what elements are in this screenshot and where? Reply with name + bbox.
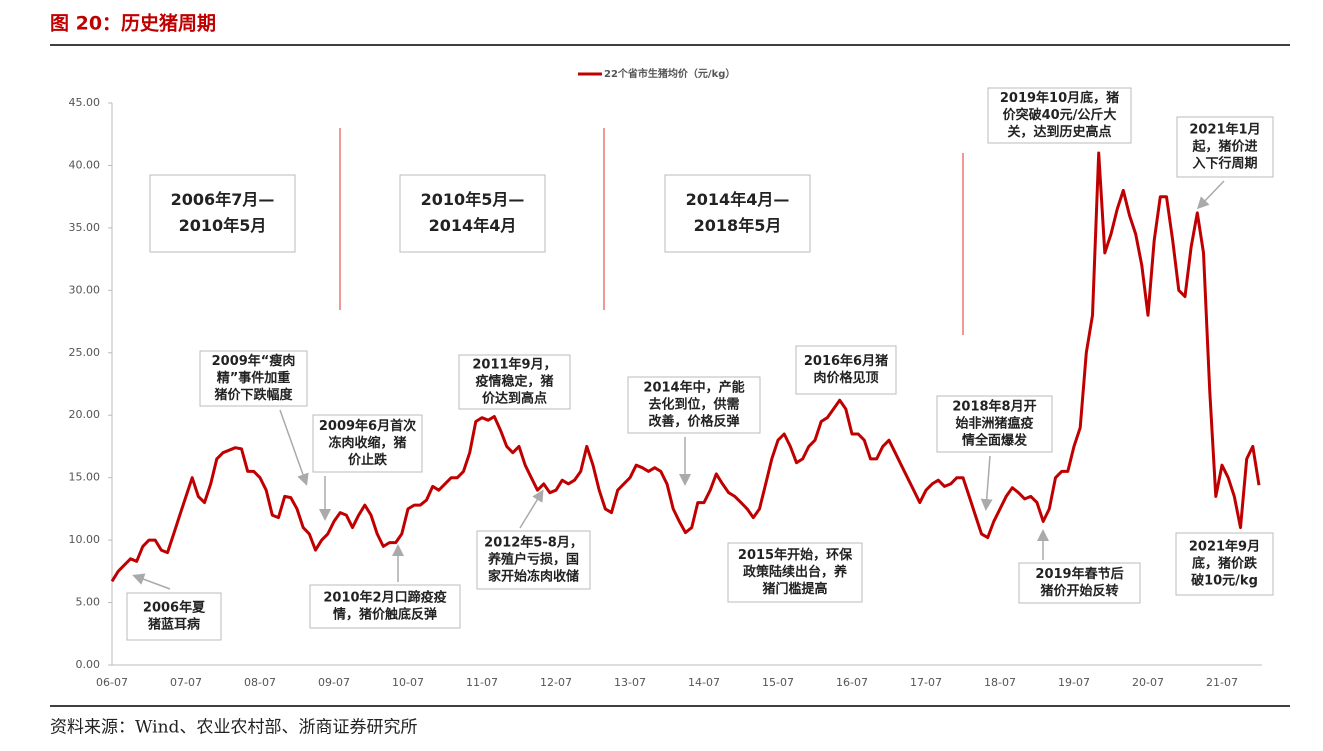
annotation-text: 情全面爆发 <box>962 433 1028 449</box>
annotation-text: 去化到位，供需 <box>648 397 739 413</box>
annotation-text: 价达到高点 <box>482 391 547 407</box>
x-tick-label: 16-07 <box>836 676 868 689</box>
y-tick-label: 45.00 <box>69 96 101 109</box>
annotation-text: 2006年7月— <box>171 190 275 209</box>
x-tick-label: 13-07 <box>614 676 646 689</box>
y-tick-label: 5.00 <box>76 596 101 609</box>
annotation-box <box>1176 116 1274 178</box>
annotation-box <box>126 592 222 641</box>
annotation-text: 猪蓝耳病 <box>147 617 200 633</box>
annotation-text: 冻肉收缩，猪 <box>328 435 406 451</box>
annotation-box <box>795 345 897 395</box>
annotation-box <box>727 542 863 603</box>
annotation-text: 养殖户亏损，国 <box>487 552 579 568</box>
annotation-text: 疫情稳定，猪 <box>475 374 553 390</box>
annotation-text: 肉价格见顶 <box>813 370 878 386</box>
annotation-box <box>149 174 296 253</box>
x-tick-label: 12-07 <box>540 676 572 689</box>
annotation-text: 猪价下跌幅度 <box>213 387 293 403</box>
price-line <box>110 151 1261 583</box>
annotation-text: 改善，价格反弹 <box>648 414 739 430</box>
annotation-text: 起，猪价进 <box>1191 139 1257 155</box>
annotation-box <box>1175 532 1274 596</box>
annotation-box <box>627 376 761 434</box>
annotation-text: 2010年2月口蹄疫疫 <box>323 590 446 606</box>
y-tick-label: 30.00 <box>69 283 101 296</box>
y-tick-label: 15.00 <box>69 471 101 484</box>
annotation-text: 2009年“瘦肉 <box>212 353 296 369</box>
x-tick-label: 10-07 <box>392 676 424 689</box>
annotation-text: 猪门槛提高 <box>761 581 827 597</box>
annotation-box <box>458 354 571 410</box>
annotation-box <box>936 395 1053 453</box>
y-tick-label: 0.00 <box>76 658 101 671</box>
annotation-box <box>399 174 546 253</box>
annotation-text: 2009年6月首次 <box>319 418 416 434</box>
annotation-box <box>664 174 811 253</box>
annotation-text: 破10元/kg <box>1191 573 1258 589</box>
annotation-arrow <box>1196 180 1225 210</box>
annotation-box <box>1018 562 1141 604</box>
annotation-text: 2018年5月 <box>694 216 782 235</box>
annotation-box <box>199 350 308 407</box>
x-tick-label: 20-07 <box>1132 676 1164 689</box>
annotation-arrow <box>519 489 544 529</box>
legend-label: 22个省市生猪均价（元/kg） <box>604 67 735 80</box>
annotation-text: 底，猪价跌 <box>1192 556 1258 572</box>
x-tick-label: 17-07 <box>910 676 942 689</box>
annotation-text: 2019年10月底，猪 <box>1000 90 1119 106</box>
annotation-text: 2021年1月 <box>1189 122 1260 138</box>
x-tick-label: 14-07 <box>688 676 720 689</box>
annotation-text: 价止跌 <box>348 452 388 468</box>
annotation-text: 2010年5月— <box>421 190 525 209</box>
y-tick-label: 20.00 <box>69 408 101 421</box>
x-tick-label: 08-07 <box>244 676 276 689</box>
annotation-box <box>476 530 591 590</box>
annotation-box <box>312 414 423 473</box>
annotation-text: 猪价开始反转 <box>1039 583 1118 599</box>
x-tick-label: 06-07 <box>96 676 128 689</box>
annotation-text: 情，猪价触底反弹 <box>333 607 437 623</box>
annotation-text: 价突破40元/公斤大 <box>1003 107 1117 123</box>
annotation-box <box>987 87 1132 144</box>
annotation-text: 始非洲猪瘟疫 <box>955 416 1033 432</box>
annotation-text: 政策陆续出台，养 <box>743 564 848 580</box>
annotation-text: 2014年4月 <box>429 216 517 235</box>
x-tick-label: 21-07 <box>1206 676 1238 689</box>
x-tick-label: 07-07 <box>170 676 202 689</box>
annotation-text: 2014年4月— <box>686 190 790 209</box>
annotation-box <box>309 584 461 629</box>
annotation-text: 2018年8月开 <box>952 399 1036 415</box>
annotation-text: 2014年中，产能 <box>643 380 744 396</box>
x-tick-label: 19-07 <box>1058 676 1090 689</box>
y-tick-label: 10.00 <box>69 533 101 546</box>
annotation-text: 精”事件加重 <box>217 370 291 386</box>
annotation-text: 入下行周期 <box>1192 156 1257 172</box>
annotation-text: 2015年开始，环保 <box>738 547 853 563</box>
y-tick-label: 40.00 <box>69 158 101 171</box>
annotation-arrow <box>980 455 993 511</box>
x-tick-label: 18-07 <box>984 676 1016 689</box>
x-tick-label: 11-07 <box>466 676 498 689</box>
annotation-arrow <box>132 573 171 590</box>
annotation-arrow <box>279 409 309 486</box>
chart-title: 图 20：历史猪周期 <box>50 13 216 35</box>
annotation-text: 2011年9月， <box>472 357 556 373</box>
annotation-text: 2006年夏 <box>143 600 206 616</box>
y-tick-label: 35.00 <box>69 221 101 234</box>
annotation-text: 2019年春节后 <box>1035 566 1123 582</box>
annotation-text: 家开始冻肉收储 <box>488 569 579 585</box>
annotation-text: 2016年6月猪 <box>804 353 888 369</box>
x-tick-label: 15-07 <box>762 676 794 689</box>
annotation-text: 2021年9月 <box>1189 539 1260 555</box>
annotation-text: 2012年5-8月， <box>484 535 583 551</box>
y-tick-label: 25.00 <box>69 346 101 359</box>
annotation-text: 2010年5月 <box>179 216 267 235</box>
annotation-text: 关，达到历史高点 <box>1007 124 1111 140</box>
x-tick-label: 09-07 <box>318 676 350 689</box>
source: 资料来源：Wind、农业农村部、浙商证券研究所 <box>50 718 417 738</box>
